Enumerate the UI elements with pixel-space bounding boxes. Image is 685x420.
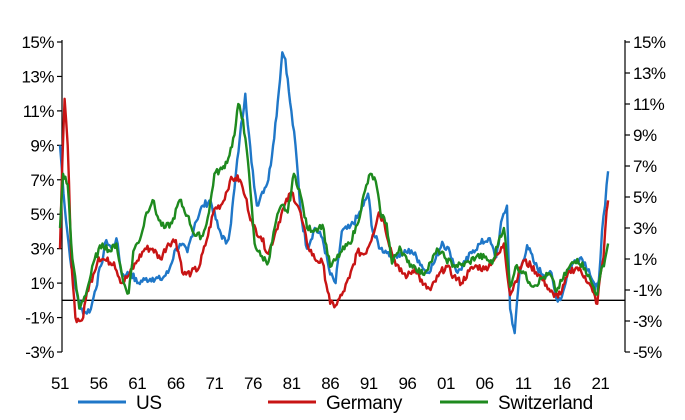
series-lines: [58, 51, 610, 335]
x-tick-label: 01: [437, 374, 455, 393]
left-y-axis: 15% 13% 11% 9% 7% 5% 3% 1% -1% -3%: [21, 33, 63, 362]
right-tick-label: 1%: [633, 250, 657, 269]
x-tick-label: 21: [591, 374, 609, 393]
x-tick-label: 96: [398, 374, 416, 393]
x-tick-label: 86: [321, 374, 339, 393]
left-tick-label: 5%: [30, 205, 54, 224]
right-tick-label: 13%: [633, 64, 666, 83]
series-line-switzerland: [58, 102, 610, 310]
left-tick-label: 1%: [30, 274, 54, 293]
left-tick-label: 11%: [23, 102, 55, 121]
x-tick-label: 71: [205, 374, 223, 393]
x-tick-label: 56: [90, 374, 108, 393]
right-tick-label: -1%: [633, 281, 662, 300]
series-line-us: [58, 51, 610, 335]
x-tick-label: 61: [128, 374, 146, 393]
x-axis: 51 56 61 66 71 76 81 86 91 96 01 06 11 16 21: [51, 374, 610, 393]
x-tick-label: 81: [283, 374, 301, 393]
x-tick-label: 51: [51, 374, 69, 393]
x-tick-label: 76: [244, 374, 262, 393]
left-tick-label: -1%: [25, 309, 54, 328]
right-tick-label: -5%: [633, 343, 662, 362]
left-tick-label: 9%: [30, 136, 54, 155]
right-tick-label: 7%: [633, 157, 657, 176]
x-tick-label: 91: [360, 374, 378, 393]
right-tick-label: -3%: [633, 312, 662, 331]
legend-label-us: US: [136, 393, 162, 414]
x-tick-label: 06: [476, 374, 494, 393]
x-tick-label: 11: [515, 374, 532, 393]
series-line-germany: [58, 97, 610, 324]
right-tick-label: 15%: [633, 33, 666, 52]
left-tick-label: 13%: [21, 67, 54, 86]
left-tick-label: 7%: [30, 171, 54, 190]
right-tick-label: 11%: [633, 95, 665, 114]
legend-label-switzerland: Switzerland: [498, 393, 593, 414]
left-tick-label: 3%: [30, 240, 54, 259]
right-y-axis: 15% 13% 11% 9% 7% 5% 3% 1% -1% -3% -5%: [624, 33, 666, 362]
legend: US Germany Switzerland: [78, 393, 593, 414]
right-tick-label: 3%: [633, 219, 657, 238]
right-tick-label: 5%: [633, 188, 657, 207]
left-tick-label: 15%: [21, 33, 54, 52]
right-tick-label: 9%: [633, 126, 657, 145]
x-tick-label: 16: [553, 374, 571, 393]
left-tick-label: -3%: [25, 343, 54, 362]
legend-label-germany: Germany: [326, 393, 403, 414]
x-tick-label: 66: [167, 374, 185, 393]
